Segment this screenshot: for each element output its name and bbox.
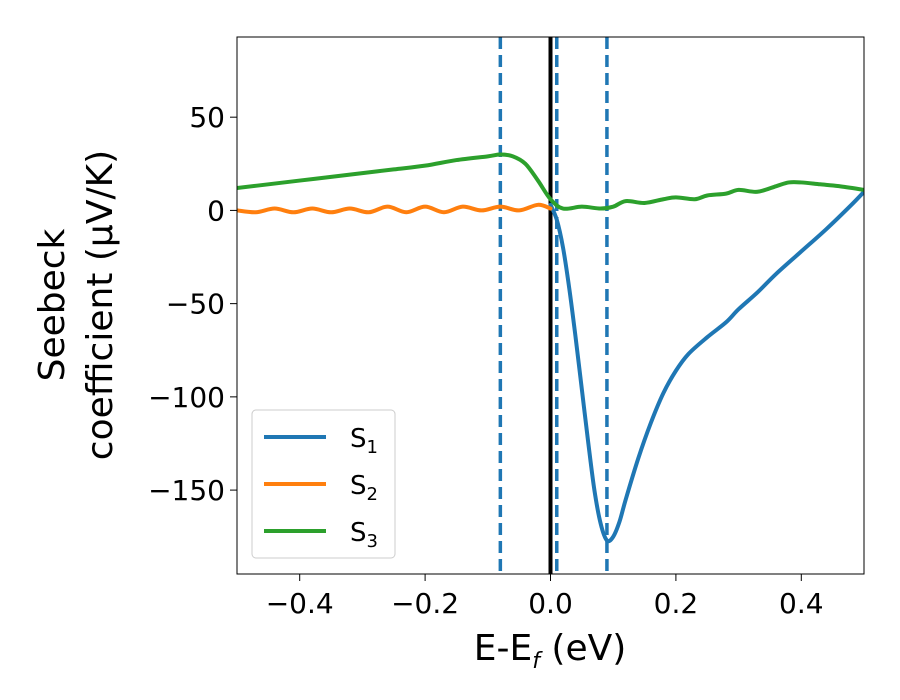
y-tick-label: 50 — [189, 101, 225, 134]
y-axis-label-line1: Seebeck — [32, 228, 73, 381]
x-tick-label: −0.2 — [391, 587, 459, 620]
x-tick-label: 0.2 — [654, 587, 699, 620]
x-tick-label: 0.0 — [528, 587, 573, 620]
x-tick-label: 0.4 — [779, 587, 824, 620]
x-tick-label: −0.4 — [266, 587, 334, 620]
legend-label-s3: S3 — [350, 518, 378, 552]
series-line-s3 — [237, 152, 864, 211]
y-tick-label: −150 — [148, 474, 225, 507]
axis-ticks: −0.4 −0.2 0.0 0.2 0.4 50 0 −50 −100 −150 — [148, 101, 823, 620]
y-tick-label: 0 — [207, 194, 225, 227]
series-line-s1 — [548, 189, 864, 544]
vertical-lines — [498, 37, 609, 574]
x-axis-label: E-Ef (eV) — [474, 628, 627, 674]
series-layer — [237, 152, 864, 544]
y-tick-label: −100 — [148, 381, 225, 414]
legend-label-s2: S2 — [350, 471, 378, 505]
y-tick-label: −50 — [166, 288, 225, 321]
legend: S1 S2 S3 — [251, 409, 396, 559]
y-axis-label-line2: coefficient (μV/K) — [80, 150, 121, 460]
y-axis-label-group: Seebeck coefficient (μV/K) — [32, 150, 121, 460]
series-line-s2 — [237, 202, 553, 215]
legend-label-s1: S1 — [350, 424, 378, 458]
